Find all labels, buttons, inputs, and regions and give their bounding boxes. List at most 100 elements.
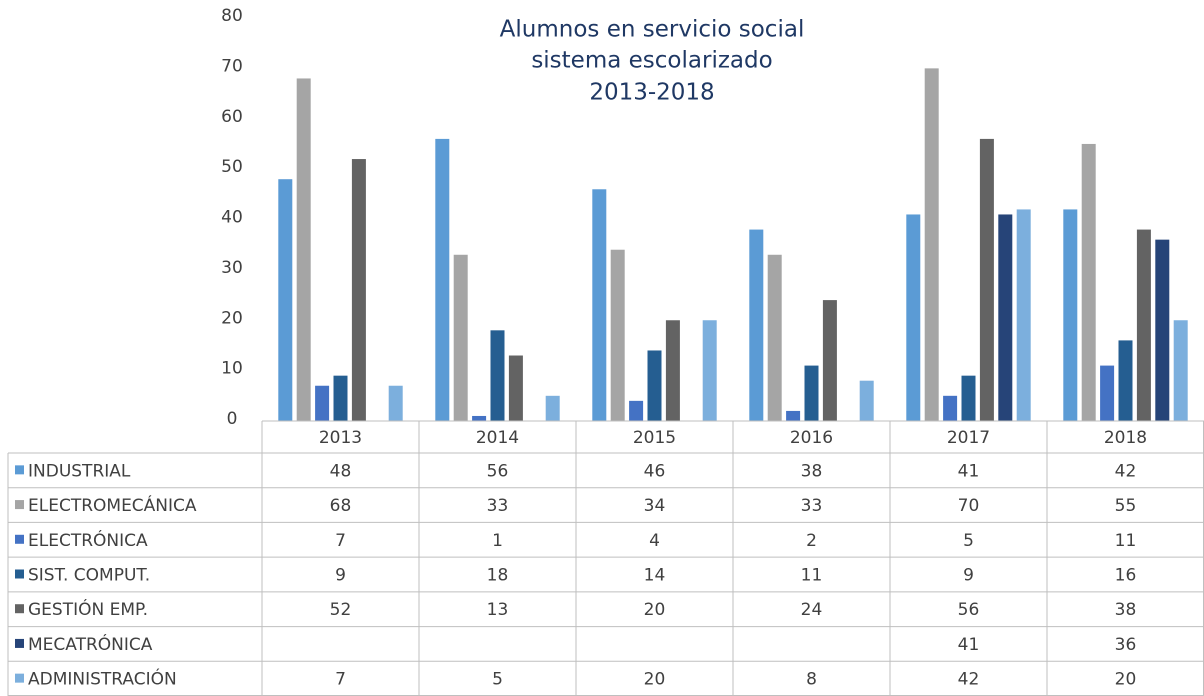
y-tick-label: 70 <box>221 56 243 76</box>
legend-key <box>15 638 24 648</box>
y-tick-label: 80 <box>221 6 243 26</box>
legend-key <box>15 569 24 579</box>
legend-key <box>15 534 24 544</box>
bar <box>453 254 468 421</box>
table-value: 33 <box>487 496 509 516</box>
chart-title: 2013-2018 <box>589 80 714 106</box>
bar <box>961 375 976 421</box>
bar <box>315 385 330 421</box>
bar <box>767 254 782 421</box>
y-tick-label: 0 <box>227 409 238 429</box>
bar <box>906 214 921 421</box>
y-tick-label: 30 <box>221 258 243 278</box>
x-tick-label: 2018 <box>1104 428 1147 448</box>
table-value: 4 <box>649 531 660 551</box>
table-value: 9 <box>963 566 974 586</box>
table-value: 56 <box>487 461 509 481</box>
x-tick-label: 2015 <box>633 428 676 448</box>
bar <box>665 320 680 421</box>
legend-label: ELECTRÓNICA <box>28 529 148 551</box>
bar <box>545 395 560 421</box>
table-value: 20 <box>644 600 666 620</box>
bar <box>702 320 717 421</box>
table-value: 14 <box>644 566 666 586</box>
table-value: 24 <box>801 600 823 620</box>
bar <box>1081 143 1096 421</box>
bar <box>508 355 523 421</box>
table-value: 5 <box>963 531 974 551</box>
bar <box>804 365 819 421</box>
bar <box>610 249 625 421</box>
table-value: 11 <box>801 566 823 586</box>
legend-key <box>15 604 24 614</box>
legend-label: SIST. COMPUT. <box>28 566 150 586</box>
table-value: 20 <box>644 670 666 690</box>
table-value: 7 <box>335 531 346 551</box>
table-value: 7 <box>335 670 346 690</box>
table-value: 8 <box>806 670 817 690</box>
y-tick-label: 40 <box>221 208 243 228</box>
legend-label: ADMINISTRACIÓN <box>28 668 177 690</box>
legend-key <box>15 500 24 510</box>
table-value: 2 <box>806 531 817 551</box>
chart-title: sistema escolarizado <box>531 48 772 74</box>
table-value: 48 <box>330 461 352 481</box>
table-value: 11 <box>1115 531 1137 551</box>
legend-label: GESTIÓN EMP. <box>28 598 148 620</box>
table-value: 46 <box>644 461 666 481</box>
bar <box>351 159 366 422</box>
legend-label: ELECTROMECÁNICA <box>28 494 197 516</box>
bar <box>1155 239 1170 421</box>
bar <box>388 385 403 421</box>
legend-key <box>15 465 24 475</box>
table-value: 20 <box>1115 670 1137 690</box>
table-value: 1 <box>492 531 503 551</box>
table-value: 9 <box>335 566 346 586</box>
legend-key <box>15 673 24 683</box>
table-value: 56 <box>958 600 980 620</box>
table-value: 41 <box>958 635 980 655</box>
table-value: 42 <box>958 670 980 690</box>
table-value: 18 <box>487 566 509 586</box>
table-value: 68 <box>330 496 352 516</box>
bar <box>998 214 1013 421</box>
table-value: 38 <box>801 461 823 481</box>
bar <box>296 78 311 421</box>
bar <box>1173 320 1188 421</box>
bar <box>1063 209 1078 421</box>
y-tick-label: 20 <box>221 308 243 328</box>
y-tick-label: 50 <box>221 157 243 177</box>
table-value: 16 <box>1115 566 1137 586</box>
bar <box>979 138 994 421</box>
chart-title: Alumnos en servicio social <box>500 17 805 43</box>
bar <box>629 400 644 421</box>
bar <box>786 410 801 421</box>
x-tick-label: 2016 <box>790 428 833 448</box>
x-tick-label: 2017 <box>947 428 990 448</box>
table-value: 34 <box>644 496 666 516</box>
bar <box>822 300 837 421</box>
bar <box>1118 340 1133 421</box>
table-value: 33 <box>801 496 823 516</box>
bar <box>435 138 450 421</box>
table-value: 36 <box>1115 635 1137 655</box>
legend-label: MECATRÓNICA <box>28 633 153 655</box>
y-tick-label: 10 <box>221 359 243 379</box>
bar <box>859 380 874 421</box>
bar <box>924 68 939 421</box>
x-tick-label: 2014 <box>476 428 519 448</box>
bar <box>749 229 764 421</box>
table-value: 42 <box>1115 461 1137 481</box>
bar <box>333 375 348 421</box>
table-value: 70 <box>958 496 980 516</box>
table-value: 41 <box>958 461 980 481</box>
legend-label: INDUSTRIAL <box>28 461 131 481</box>
bar <box>1100 365 1115 421</box>
table-value: 55 <box>1115 496 1137 516</box>
bar <box>490 330 505 421</box>
x-tick-label: 2013 <box>319 428 362 448</box>
bar <box>647 350 662 421</box>
table-value: 52 <box>330 600 352 620</box>
bar <box>592 189 607 421</box>
